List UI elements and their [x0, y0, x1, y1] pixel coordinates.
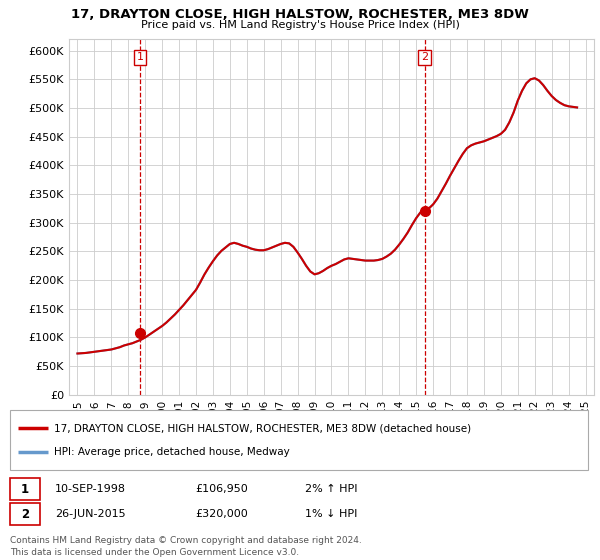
Text: 17, DRAYTON CLOSE, HIGH HALSTOW, ROCHESTER, ME3 8DW (detached house): 17, DRAYTON CLOSE, HIGH HALSTOW, ROCHEST… [54, 423, 471, 433]
Text: 1: 1 [21, 483, 29, 496]
Text: HPI: Average price, detached house, Medway: HPI: Average price, detached house, Medw… [54, 447, 290, 458]
Text: 26-JUN-2015: 26-JUN-2015 [55, 509, 125, 519]
Text: 2: 2 [21, 507, 29, 521]
FancyBboxPatch shape [10, 503, 40, 525]
Text: 17, DRAYTON CLOSE, HIGH HALSTOW, ROCHESTER, ME3 8DW: 17, DRAYTON CLOSE, HIGH HALSTOW, ROCHEST… [71, 8, 529, 21]
Text: Contains HM Land Registry data © Crown copyright and database right 2024.: Contains HM Land Registry data © Crown c… [10, 535, 362, 544]
Text: 2% ↑ HPI: 2% ↑ HPI [305, 484, 358, 494]
Text: 2: 2 [421, 53, 428, 62]
Text: £106,950: £106,950 [195, 484, 248, 494]
Text: £320,000: £320,000 [195, 509, 248, 519]
Text: Price paid vs. HM Land Registry's House Price Index (HPI): Price paid vs. HM Land Registry's House … [140, 20, 460, 30]
Text: 1: 1 [137, 53, 143, 62]
FancyBboxPatch shape [10, 478, 40, 500]
FancyBboxPatch shape [10, 410, 588, 470]
Text: This data is licensed under the Open Government Licence v3.0.: This data is licensed under the Open Gov… [10, 548, 299, 557]
Text: 1% ↓ HPI: 1% ↓ HPI [305, 509, 358, 519]
Text: 10-SEP-1998: 10-SEP-1998 [55, 484, 126, 494]
